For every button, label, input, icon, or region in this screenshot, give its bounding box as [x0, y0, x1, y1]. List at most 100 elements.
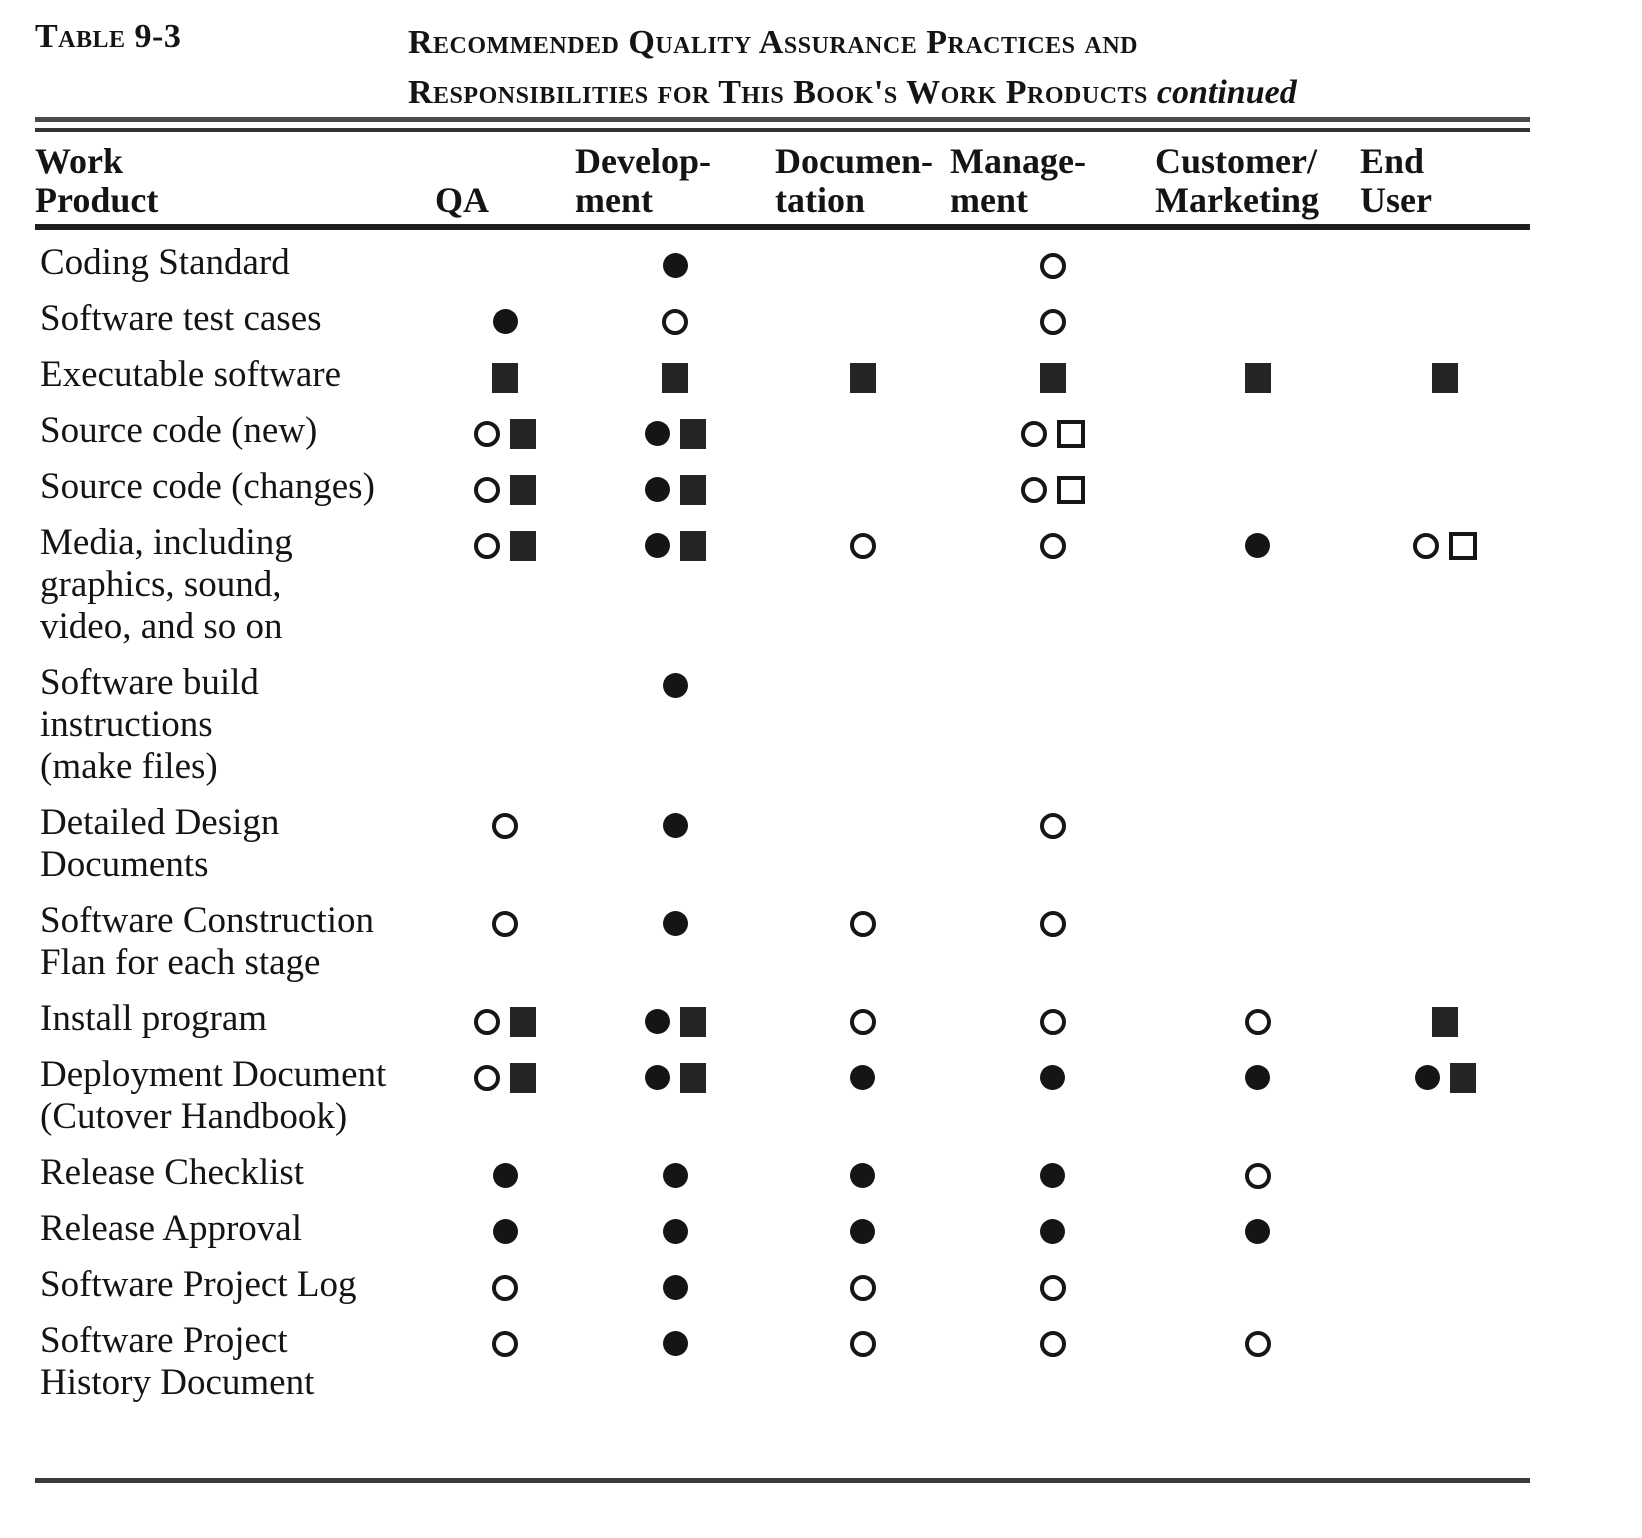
qa-responsibilities-table: Work Product QA Develop-ment Documen-tation M…: [35, 140, 1530, 1418]
qa-cell: [435, 522, 575, 662]
qa-cell: [435, 354, 575, 410]
filled-circle-icon: [492, 1163, 518, 1189]
table-title-line2: Responsibilities for This Book's Work Pr…: [408, 74, 1297, 111]
open-circle-icon: [1039, 532, 1066, 559]
open-circle-icon: [849, 1330, 876, 1357]
open-circle-icon: [1039, 252, 1066, 279]
work-product-cell: Release Checklist: [35, 1152, 435, 1208]
management-cell: [950, 227, 1155, 298]
work-product-cell: Release Approval: [35, 1208, 435, 1264]
work-product-line: Media, including: [40, 522, 293, 563]
end-user-cell: [1360, 466, 1530, 522]
open-circle-icon: [1413, 532, 1439, 559]
development-cell: [575, 466, 775, 522]
filled-circle-icon: [644, 533, 670, 559]
open-circle-icon: [849, 1008, 876, 1035]
open-circle-icon: [849, 910, 876, 937]
filled-circle-icon: [644, 421, 670, 447]
table-row: Media, including graphics, sound, video, a…: [35, 522, 1530, 662]
qa-cell: [435, 998, 575, 1054]
open-circle-icon: [1039, 910, 1066, 937]
open-circle-icon: [474, 420, 500, 447]
management-cell: [950, 1320, 1155, 1418]
customer-marketing-cell: [1155, 1152, 1360, 1208]
open-circle-icon: [662, 308, 688, 335]
filled-square-icon: [849, 362, 876, 393]
work-product-cell: Software test cases: [35, 298, 435, 354]
open-circle-icon: [474, 1064, 500, 1091]
column-header-line: User: [1360, 180, 1432, 220]
work-product-cell: Media, including graphics, sound, video, a…: [35, 522, 435, 662]
filled-square-icon: [679, 1006, 706, 1037]
column-header-line: Develop-: [575, 141, 711, 181]
column-header-line: End: [1360, 141, 1425, 181]
development-cell: [575, 410, 775, 466]
work-product-line: Install program: [40, 998, 268, 1039]
filled-circle-icon: [644, 477, 670, 503]
work-product-cell: Executable software: [35, 354, 435, 410]
qa-cell: [435, 410, 575, 466]
open-circle-icon: [1039, 308, 1066, 335]
end-user-cell: [1360, 998, 1530, 1054]
table-row: Source code (changes): [35, 466, 1530, 522]
work-product-line: Release Approval: [40, 1208, 302, 1249]
filled-circle-icon: [850, 1163, 875, 1189]
open-circle-icon: [1244, 1330, 1271, 1357]
open-circle-icon: [474, 476, 500, 503]
qa-cell: [435, 1208, 575, 1264]
table-row: Release Checklist: [35, 1152, 1530, 1208]
open-circle-icon: [474, 1008, 500, 1035]
qa-cell: [435, 227, 575, 298]
end-user-cell: [1360, 354, 1530, 410]
open-circle-icon: [849, 532, 876, 559]
end-user-cell: [1360, 1054, 1530, 1152]
bottom-rule: [35, 1478, 1530, 1483]
development-cell: [575, 900, 775, 998]
management-cell: [950, 1054, 1155, 1152]
open-circle-icon: [1020, 476, 1047, 503]
open-circle-icon: [1039, 1330, 1066, 1357]
end-user-cell: [1360, 227, 1530, 298]
qa-cell: [435, 298, 575, 354]
end-user-cell: [1360, 1152, 1530, 1208]
documentation-cell: [775, 1152, 950, 1208]
filled-circle-icon: [662, 813, 688, 839]
documentation-cell: [775, 298, 950, 354]
filled-square-icon: [1432, 1006, 1458, 1037]
documentation-cell: [775, 227, 950, 298]
open-circle-icon: [1039, 1008, 1066, 1035]
management-cell: [950, 1208, 1155, 1264]
open-circle-icon: [1039, 1274, 1066, 1301]
management-cell: [950, 298, 1155, 354]
double-rule-upper: [35, 117, 1530, 122]
documentation-cell: [775, 998, 950, 1054]
filled-square-icon: [679, 474, 706, 505]
work-product-line: Flan for each stage: [40, 942, 321, 983]
documentation-cell: [775, 1320, 950, 1418]
filled-square-icon: [510, 418, 536, 449]
filled-square-icon: [662, 362, 688, 393]
qa-cell: [435, 900, 575, 998]
development-cell: [575, 662, 775, 802]
column-header-line: ment: [950, 180, 1028, 220]
end-user-cell: [1360, 1264, 1530, 1320]
qa-cell: [435, 466, 575, 522]
filled-square-icon: [1039, 362, 1066, 393]
work-product-line: (make files): [40, 746, 218, 787]
work-product-line: Software Construction: [40, 900, 374, 941]
qa-cell: [435, 802, 575, 900]
filled-circle-icon: [662, 253, 688, 279]
open-circle-icon: [1039, 812, 1066, 839]
table-row: Coding Standard: [35, 227, 1530, 298]
development-cell: [575, 1054, 775, 1152]
filled-square-icon: [492, 362, 518, 393]
end-user-cell: [1360, 900, 1530, 998]
open-circle-icon: [492, 1274, 518, 1301]
end-user-cell: [1360, 522, 1530, 662]
work-product-line: instructions: [40, 704, 213, 745]
customer-marketing-cell: [1155, 354, 1360, 410]
filled-circle-icon: [1040, 1065, 1065, 1091]
filled-circle-icon: [662, 1219, 688, 1245]
management-cell: [950, 1264, 1155, 1320]
